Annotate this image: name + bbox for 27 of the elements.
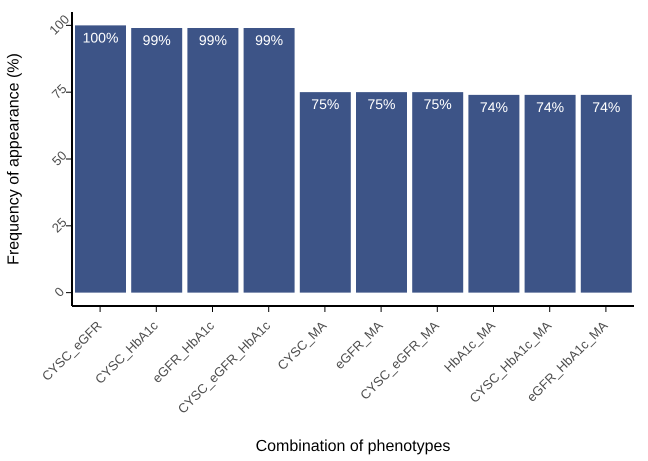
- bar: [300, 92, 351, 293]
- y-tick-label: 75: [48, 81, 70, 102]
- x-axis-title: Combination of phenotypes: [256, 438, 450, 455]
- bar: [412, 92, 464, 293]
- y-tick-label: 50: [48, 148, 70, 169]
- y-tick-label: 0: [51, 284, 68, 300]
- bar: [131, 28, 182, 293]
- data-label: 74%: [480, 98, 508, 115]
- bar: [580, 94, 632, 293]
- bar: [468, 94, 520, 293]
- y-axis-title: Frequency of appearance (%): [6, 53, 23, 265]
- bar: [75, 25, 126, 293]
- data-label: 74%: [592, 98, 620, 115]
- data-label: 99%: [198, 32, 227, 48]
- data-label: 100%: [82, 29, 118, 46]
- data-label: 75%: [367, 96, 396, 112]
- bar: [244, 28, 295, 293]
- y-tick-label: 25: [48, 214, 70, 236]
- y-tick-label: 100: [46, 12, 72, 38]
- data-label: 99%: [142, 32, 171, 48]
- data-label: 75%: [311, 96, 340, 112]
- bar: [356, 92, 407, 293]
- data-label: 74%: [536, 98, 564, 115]
- data-label: 75%: [424, 96, 452, 112]
- data-label: 99%: [255, 32, 284, 48]
- bar: [524, 94, 576, 293]
- bar: [187, 28, 238, 293]
